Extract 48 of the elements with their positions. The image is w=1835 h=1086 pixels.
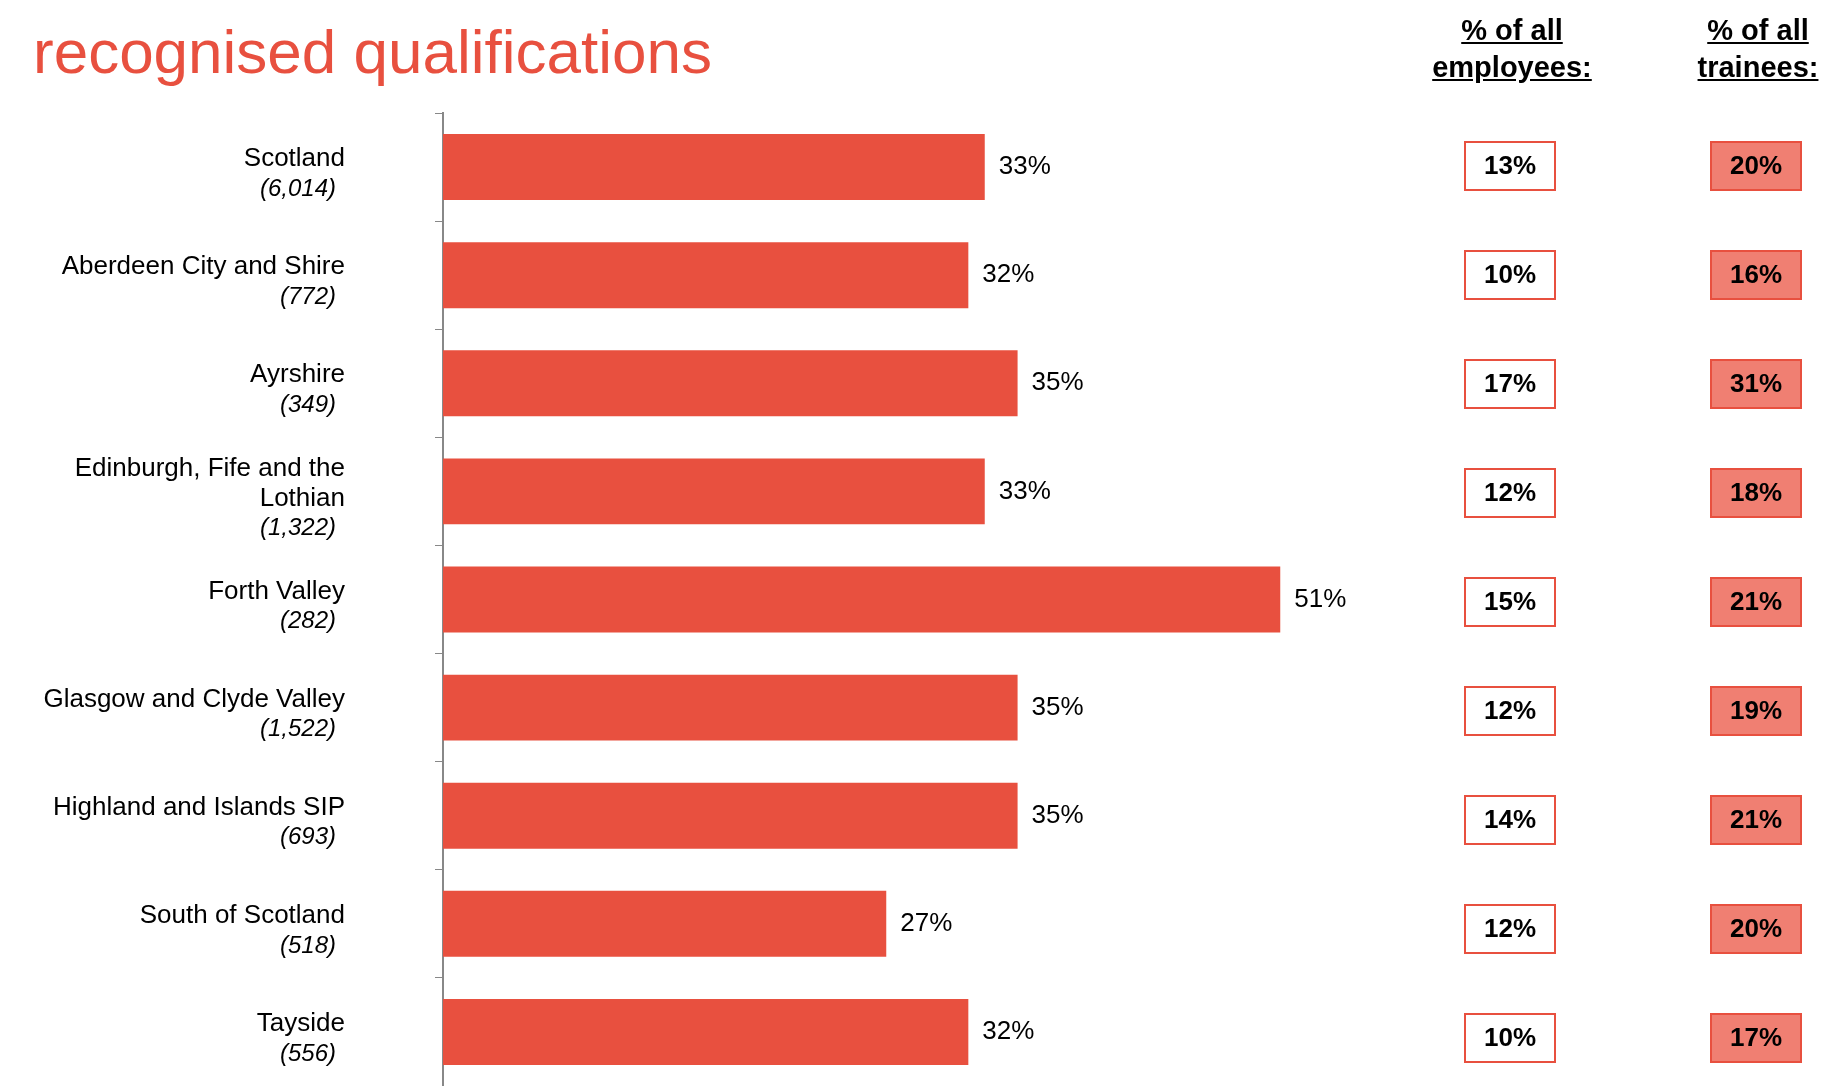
data-label: 27% [900,907,953,938]
text: 20% [1710,140,1802,191]
text: 14% [1464,794,1556,845]
y-tick-label: Edinburgh, Fife and the Lothian (1,322) [74,451,345,541]
text: 10% [1464,1012,1556,1063]
text: 21% [1710,794,1802,845]
text: 16% [1710,249,1802,300]
text: 18% [1710,467,1802,518]
bar [443,674,1018,741]
text: 15% [1464,576,1556,627]
y-tick-label: Highland and Islands SIP (693) [53,790,345,850]
text: 19% [1710,685,1802,736]
data-label: 35% [1031,366,1084,397]
data-label: 35% [1031,798,1084,829]
bar [443,350,1018,417]
text: 17% [1710,1012,1802,1063]
text: 12% [1464,903,1556,954]
data-label: 33% [998,474,1051,505]
y-tick-label: Scotland (6,014) [243,142,345,201]
text: 20% [1710,903,1802,954]
data-label: 32% [982,1015,1035,1046]
bar [443,890,887,957]
text: % of all trainees: [1696,13,1820,85]
text: 31% [1710,358,1802,409]
bar [443,458,985,525]
text: 13% [1464,140,1556,191]
bar [443,566,1281,633]
text: 17% [1464,358,1556,409]
bar [443,782,1018,849]
text: % of all employees: [1431,13,1593,85]
y-tick-label: South of Scotland (518) [139,899,345,958]
data-label: 51% [1294,582,1347,613]
bar [443,242,969,309]
y-tick-label: Tayside (556) [256,1007,345,1066]
data-label: 32% [982,258,1035,289]
y-tick-label: Ayrshire (349) [250,358,345,417]
text: 12% [1464,685,1556,736]
y-tick-label: Forth Valley (282) [208,574,345,634]
bar [443,998,969,1065]
data-label: 35% [1031,690,1084,721]
data-label: 33% [998,150,1051,181]
chart-title: recognised qualifications [33,16,712,87]
text: 10% [1464,249,1556,300]
y-tick-label: Aberdeen City and Shire (772) [61,250,345,309]
y-tick-label: Glasgow and Clyde Valley (1,522) [43,682,345,742]
text: 21% [1710,576,1802,627]
bar [443,134,985,201]
text: 12% [1464,467,1556,518]
